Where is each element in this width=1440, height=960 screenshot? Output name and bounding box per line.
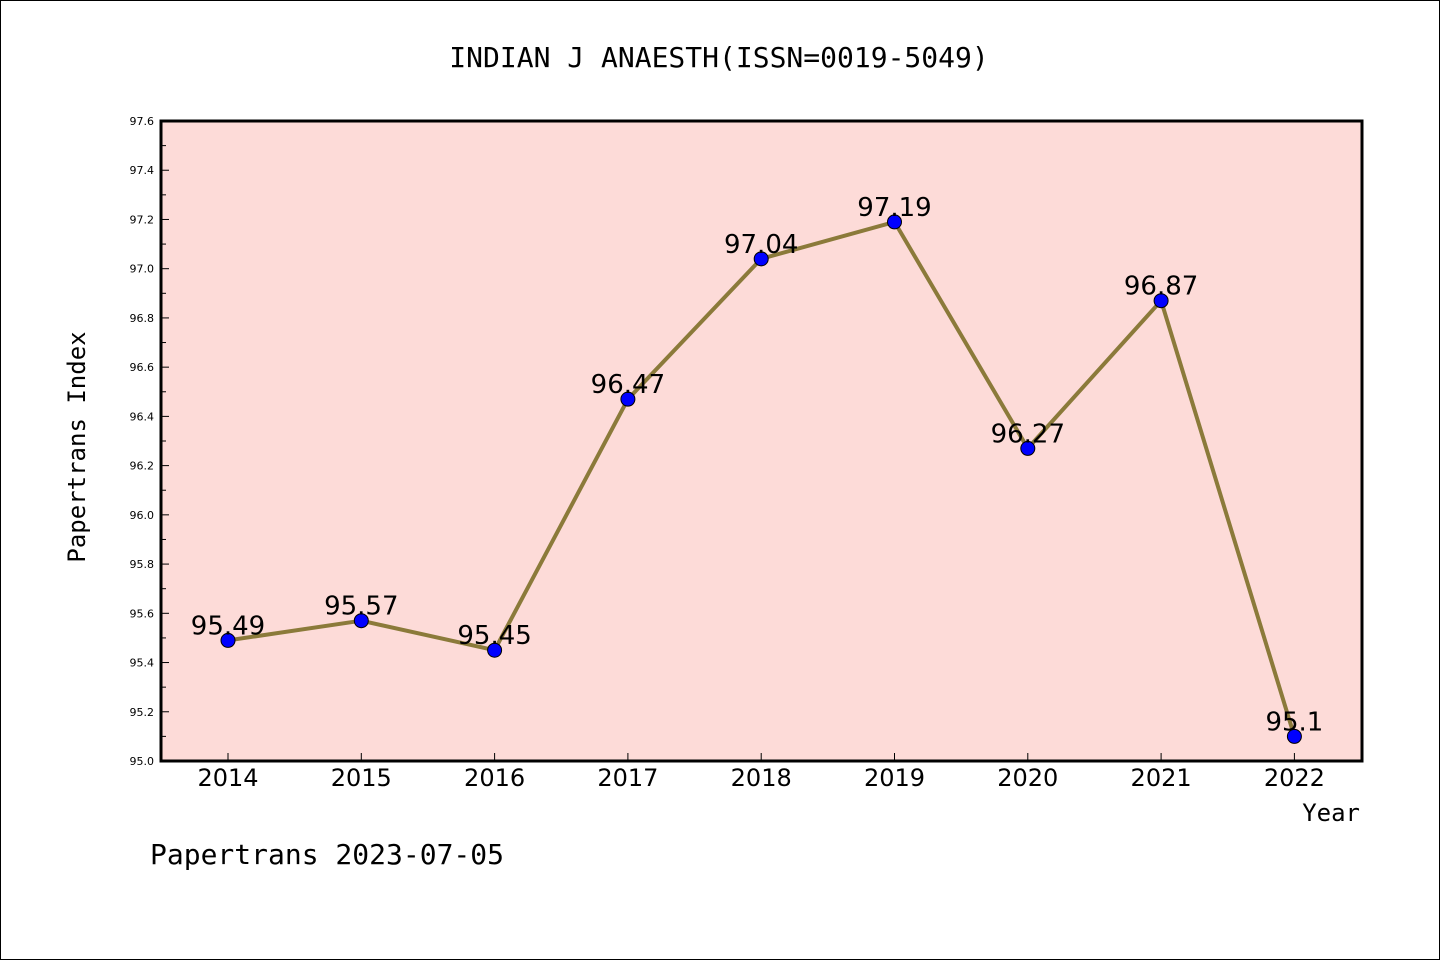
y-tick-label: 95.0	[130, 755, 155, 768]
y-tick-label: 97.4	[130, 164, 155, 177]
x-tick-label: 2016	[464, 764, 525, 792]
data-label: 97.04	[724, 230, 798, 260]
data-point	[1286, 728, 1302, 744]
data-label: 97.19	[857, 193, 931, 223]
y-tick-label: 96.2	[130, 460, 155, 473]
y-tick-label: 96.6	[130, 361, 155, 374]
plot-area	[159, 119, 1364, 763]
x-tick-label: 2020	[997, 764, 1058, 792]
data-label: 96.87	[1124, 272, 1198, 302]
data-point	[487, 642, 503, 658]
x-tick-label: 2021	[1131, 764, 1192, 792]
data-point	[887, 214, 902, 230]
y-tick-label: 95.2	[130, 706, 155, 719]
x-tick-label: 2022	[1264, 764, 1325, 792]
y-tick-label: 95.4	[130, 657, 155, 670]
y-tick-label: 96.4	[130, 410, 155, 423]
x-tick-label: 2014	[197, 764, 258, 792]
data-point	[1153, 293, 1169, 309]
data-labels-group: 95.49 95.57 95.45 96.47 97.04 97.19 96.27 96.87…	[191, 193, 1324, 737]
data-point	[220, 632, 236, 648]
data-point	[1020, 440, 1036, 456]
series-points-group	[220, 214, 1302, 744]
data-label: 96.47	[591, 370, 665, 400]
x-tick-label: 2019	[864, 764, 925, 792]
data-label: 95.1	[1265, 707, 1323, 737]
footer-date-stamp: Papertrans 2023-07-05	[150, 838, 504, 871]
x-axis-label: Year	[1302, 799, 1360, 827]
chart-title: INDIAN J ANAESTH(ISSN=0019-5049)	[449, 41, 988, 74]
y-tick-label: 96.0	[130, 509, 155, 522]
y-axis: 95.0 95.2 95.4 95.6 95.8 96.0 96.2 96.4 96.6 96.8…	[130, 115, 169, 768]
data-point	[353, 613, 369, 629]
x-axis: 2014 2015 2016 2017 2018 2019 2020 2021 2022	[197, 753, 1325, 792]
y-tick-label: 97.0	[130, 263, 155, 276]
y-tick-label: 95.6	[130, 607, 155, 620]
x-tick-label: 2015	[331, 764, 392, 792]
y-tick-label: 97.6	[130, 115, 155, 128]
y-axis-label: Papertrans Index	[63, 331, 91, 562]
data-label: 96.27	[991, 419, 1065, 449]
x-tick-label: 2018	[731, 764, 792, 792]
y-tick-label: 97.2	[130, 213, 155, 226]
data-label: 95.49	[191, 611, 265, 641]
y-tick-label: 95.8	[130, 558, 155, 571]
data-point	[620, 391, 636, 407]
y-tick-label: 96.8	[130, 312, 155, 325]
data-label: 95.57	[324, 592, 398, 622]
data-point	[753, 251, 769, 267]
x-tick-label: 2017	[597, 764, 658, 792]
data-label: 95.45	[457, 621, 531, 651]
